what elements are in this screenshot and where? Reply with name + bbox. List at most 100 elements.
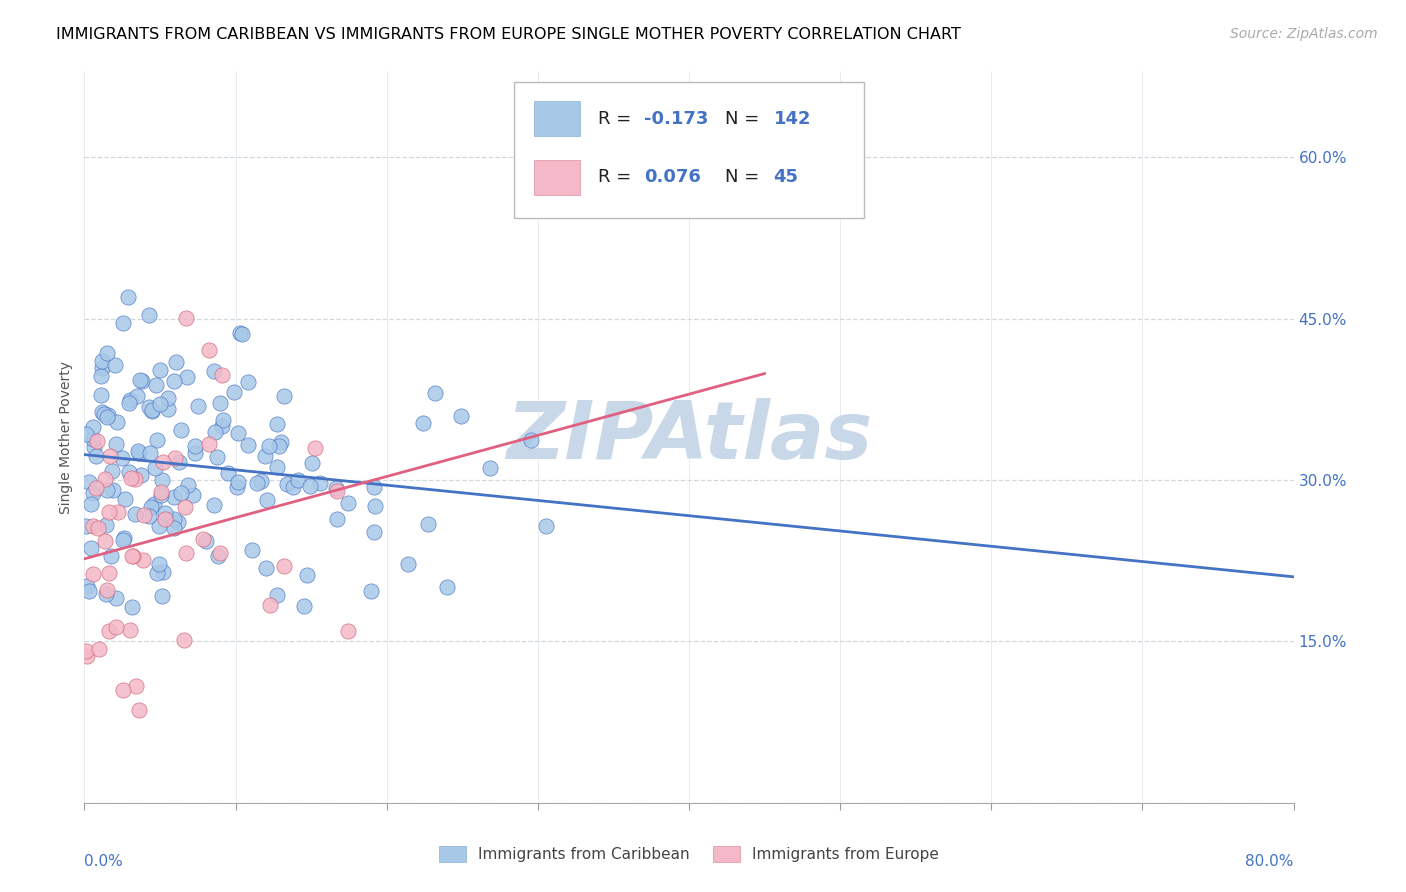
Point [111,450,134,465]
Point [96,483,118,497]
Point [83,440,105,454]
Point [337,624,360,639]
Point [143,497,166,511]
Point [198,437,221,451]
Point [209,396,232,410]
Point [98,505,121,519]
Point [94,518,117,533]
Point [273,559,295,574]
Point [145,377,167,392]
Point [152,454,174,468]
Point [143,461,166,475]
Point [202,364,225,378]
Point [117,290,139,304]
Text: N =: N = [725,169,765,186]
Legend: Immigrants from Caribbean, Immigrants from Europe: Immigrants from Caribbean, Immigrants fr… [433,840,945,868]
Point [295,567,318,582]
Point [450,409,472,423]
Point [153,506,176,520]
Point [82,519,104,533]
Point [75,426,97,441]
Point [132,508,155,522]
Point [212,413,235,427]
Point [107,505,129,519]
Point [266,459,288,474]
Point [436,580,458,594]
Point [105,415,128,429]
Point [195,534,218,549]
Point [256,561,278,575]
Point [226,480,249,494]
Point [82,432,104,446]
Point [97,408,120,422]
Bar [534,160,581,195]
Point [124,507,146,521]
Point [118,465,141,479]
Point [287,473,309,487]
Point [96,587,118,601]
Point [112,533,135,548]
Point [111,682,134,697]
Point [96,410,118,425]
Text: R =: R = [599,169,637,186]
Point [86,520,108,534]
Point [94,472,117,486]
Point [112,316,135,330]
Point [86,482,108,496]
Point [173,500,195,514]
Point [118,393,141,408]
Point [256,492,278,507]
Point [308,475,330,490]
Text: 142: 142 [773,110,811,128]
Point [534,519,557,533]
Point [198,343,221,358]
Point [226,426,249,441]
Point [222,384,245,399]
Point [326,512,349,526]
Point [96,583,118,598]
Point [132,553,155,567]
Bar [534,102,581,136]
Point [138,308,160,322]
Point [253,449,276,463]
Point [155,512,177,526]
Point [90,405,112,419]
Point [120,471,142,485]
Point [292,599,315,614]
Text: Source: ZipAtlas.com: Source: ZipAtlas.com [1230,27,1378,41]
Point [150,589,173,603]
Point [163,511,186,525]
Point [149,488,172,502]
Point [266,588,288,602]
Point [155,511,177,525]
Point [146,566,169,580]
Point [240,543,263,558]
Point [184,439,207,453]
Text: 80.0%: 80.0% [1246,854,1294,869]
Point [363,525,385,540]
Point [269,439,291,453]
Point [121,549,143,564]
Point [121,600,143,615]
Point [176,311,198,326]
Point [157,391,180,405]
Point [396,557,419,571]
Point [208,546,231,560]
Point [125,389,148,403]
Point [139,446,162,460]
Point [89,642,111,657]
Point [76,579,98,593]
Point [520,433,543,447]
Point [170,486,193,500]
Point [412,416,434,430]
Point [138,509,160,524]
Point [418,516,440,531]
Point [425,386,447,401]
Point [173,633,195,648]
Point [91,361,114,376]
Point [325,481,347,495]
Point [157,401,180,416]
Point [478,461,501,475]
Point [127,443,149,458]
Point [141,403,163,417]
